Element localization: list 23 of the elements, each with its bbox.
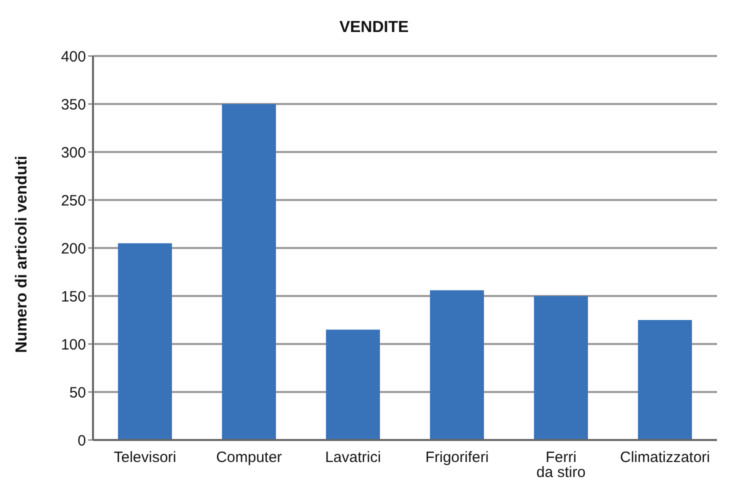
bar	[118, 243, 172, 440]
y-tick-label: 300	[60, 144, 86, 162]
y-tick-label: 350	[60, 96, 86, 114]
x-tick-label: Computer	[216, 449, 282, 466]
bar	[326, 330, 380, 440]
y-tick-label: 250	[60, 192, 86, 210]
x-tick-label: Lavatrici	[325, 449, 381, 466]
y-tick-label: 100	[60, 336, 86, 354]
chart-title: VENDITE	[339, 19, 409, 36]
bar	[222, 104, 276, 440]
bar	[638, 320, 692, 440]
x-tick-label: Televisori	[114, 449, 176, 466]
y-tick-label: 50	[69, 384, 86, 402]
x-tick-label: Climatizzatori	[620, 449, 710, 466]
bar	[430, 290, 484, 440]
bar	[534, 296, 588, 440]
y-tick-label: 0	[78, 432, 86, 450]
y-tick-label: 150	[60, 288, 86, 306]
x-tick-label: Ferri da stiro	[536, 449, 586, 481]
y-tick-label: 200	[60, 240, 86, 258]
y-tick-label: 400	[60, 48, 86, 66]
y-axis-title: Numero di articoli venduti	[14, 156, 31, 353]
x-tick-label: Frigoriferi	[425, 449, 489, 466]
